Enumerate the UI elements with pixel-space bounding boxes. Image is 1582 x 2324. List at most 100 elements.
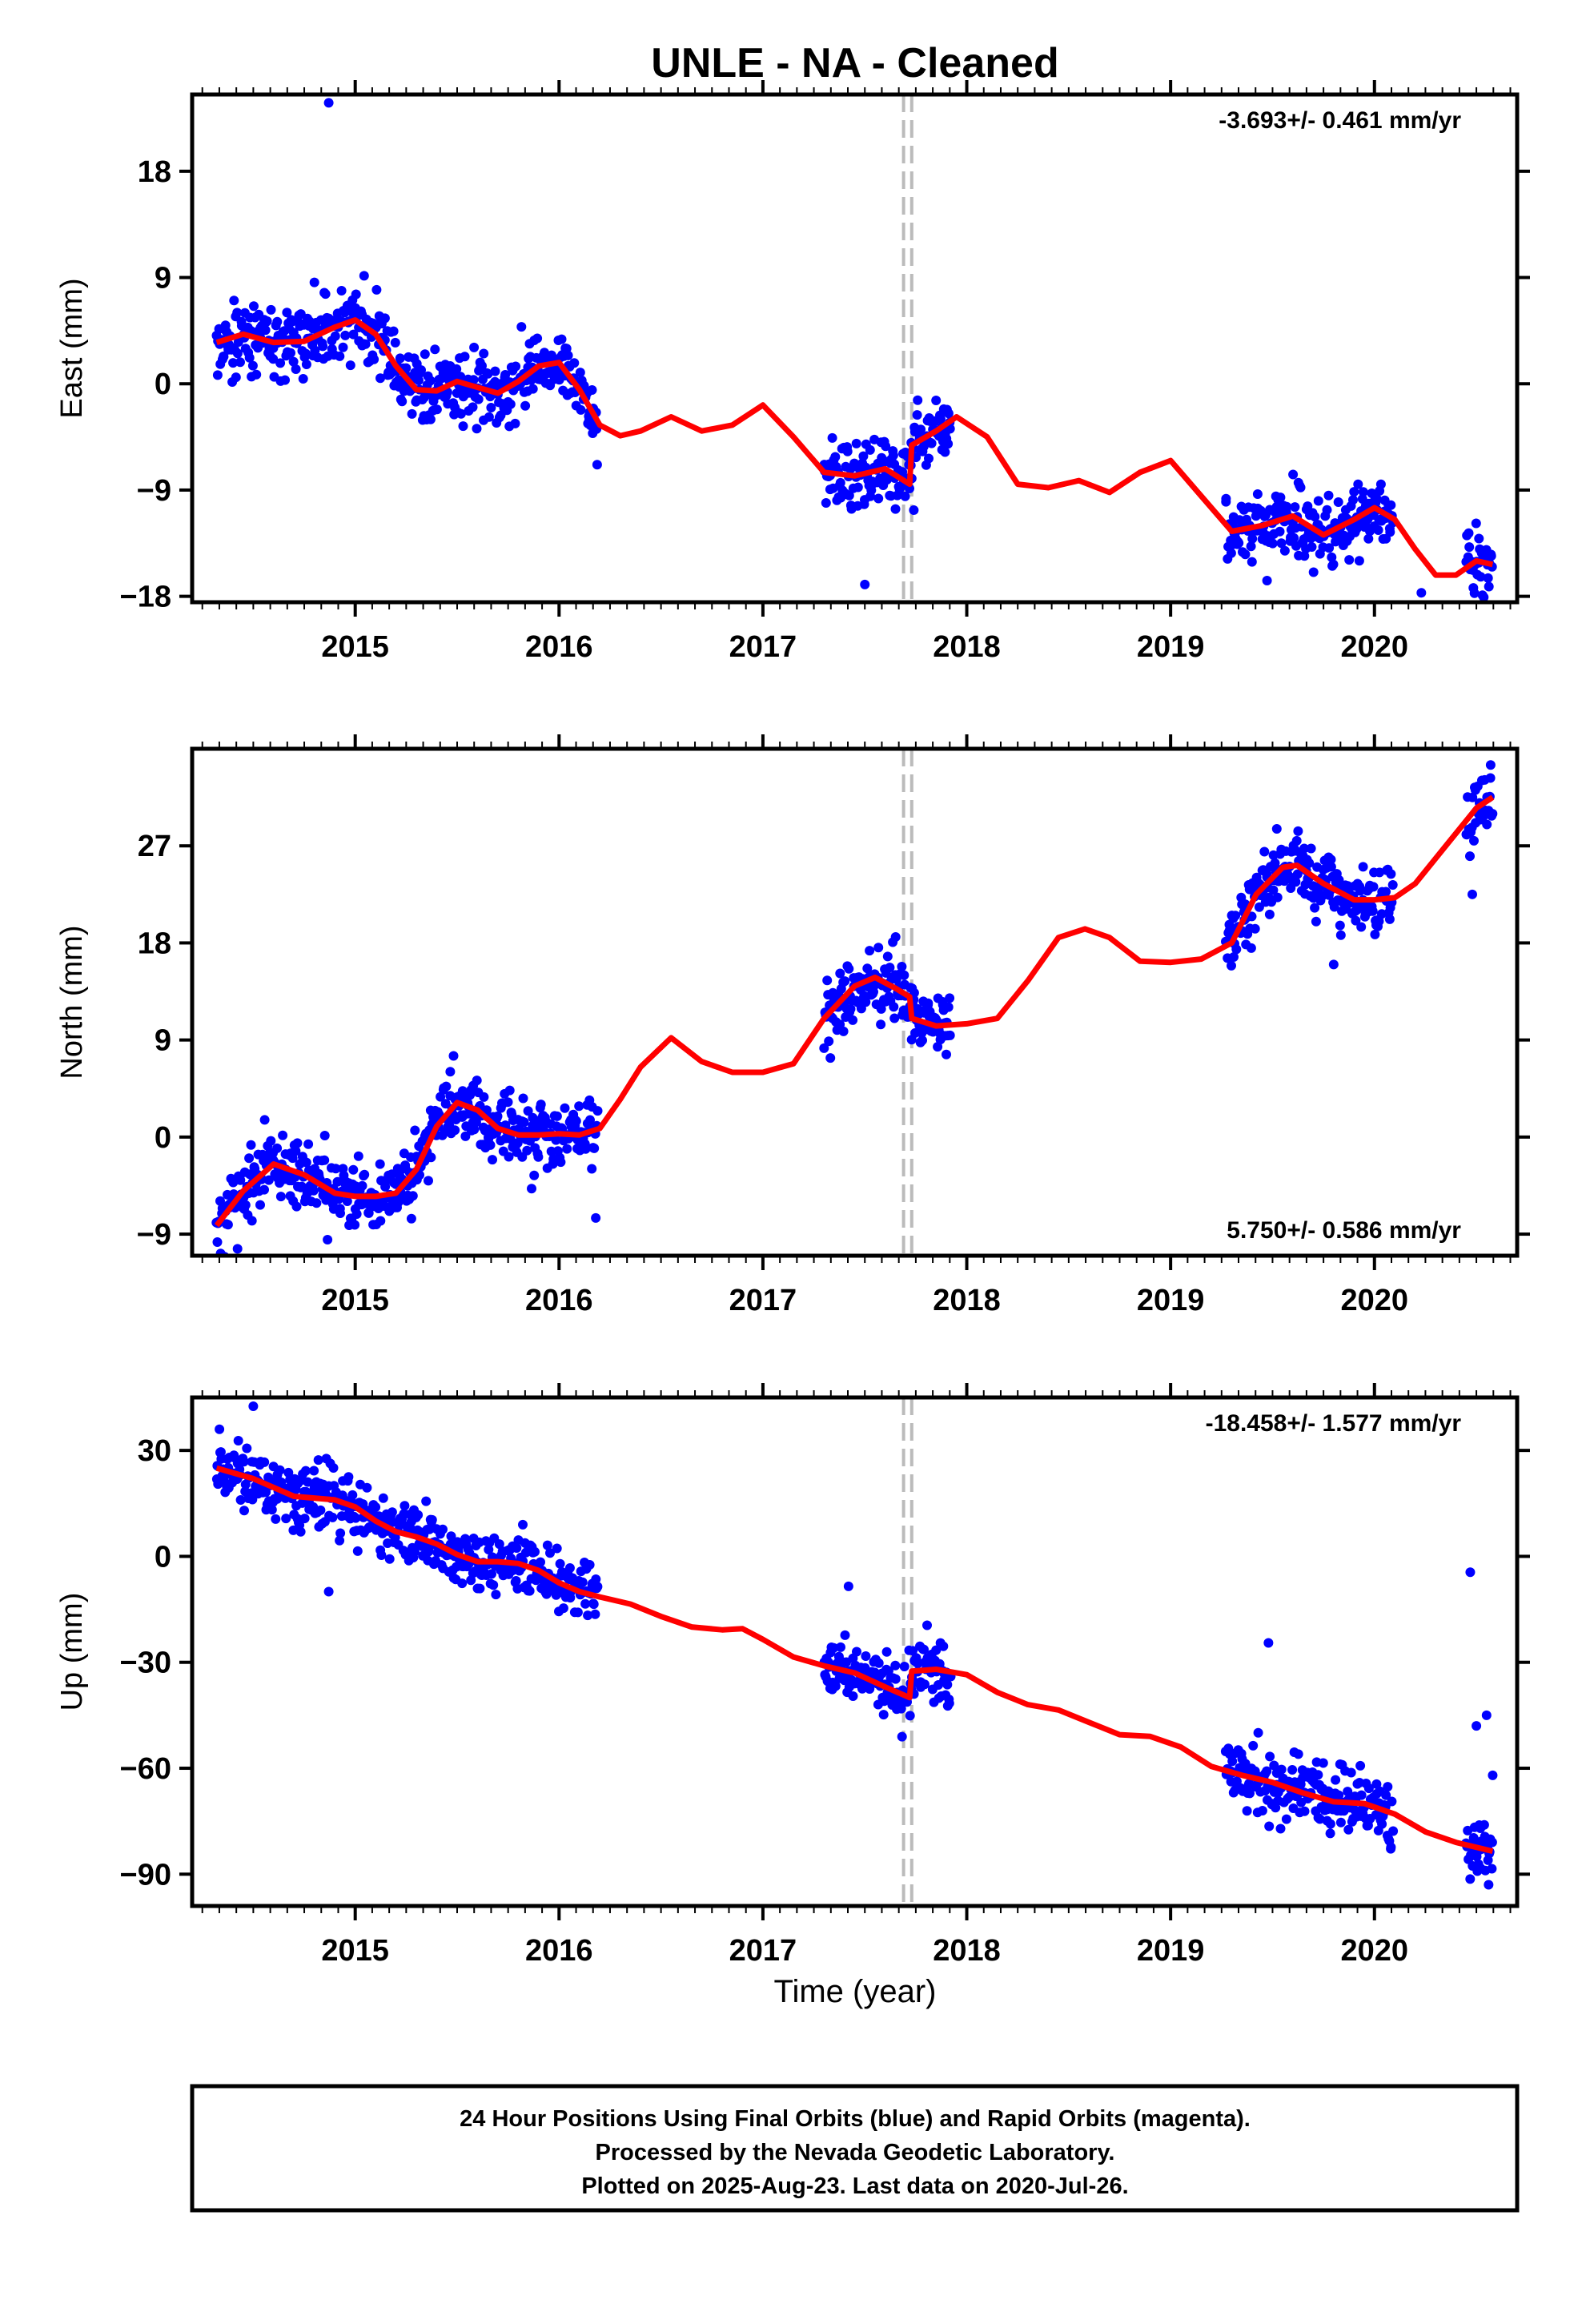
east-observation-point: [1262, 576, 1272, 585]
east-observation-point: [369, 354, 379, 364]
north-observation-point: [319, 1155, 330, 1165]
north-observation-point: [441, 1081, 452, 1092]
north-observation-point: [1358, 862, 1368, 872]
up-xtick-label: 2017: [729, 1934, 797, 1968]
up-observation-point: [275, 1465, 285, 1475]
up-observation-point: [536, 1557, 545, 1567]
east-observation-point: [247, 360, 258, 371]
east-observation-point: [1288, 469, 1299, 480]
north-observation-point: [1326, 862, 1336, 872]
north-observation-point: [1304, 858, 1315, 868]
east-observation-point: [842, 446, 853, 456]
up-observation-point: [944, 1698, 954, 1708]
north-observation-point: [587, 1164, 597, 1174]
east-observation-point: [359, 271, 369, 281]
up-observation-point: [938, 1641, 949, 1651]
north-observation-point: [923, 998, 934, 1008]
up-observation-point: [1325, 1819, 1335, 1829]
up-observation-point: [890, 1674, 901, 1684]
north-observation-point: [272, 1143, 283, 1153]
north-xtick-label: 2019: [1137, 1284, 1205, 1317]
up-outlier-point: [248, 1401, 259, 1412]
up-observation-point: [555, 1558, 565, 1569]
east-observation-point: [468, 402, 478, 412]
east-ytick-label: 0: [155, 368, 171, 401]
up-outlier-point: [1476, 1823, 1486, 1833]
up-observation-point: [1248, 1740, 1259, 1751]
north-ytick-label: 18: [138, 927, 171, 960]
up-observation-point: [1313, 1770, 1323, 1780]
up-observation-point: [242, 1443, 252, 1454]
north-observation-point: [408, 1191, 418, 1201]
east-observation-point: [924, 453, 934, 464]
east-observation-point: [1344, 555, 1355, 565]
north-observation-point: [897, 962, 907, 971]
east-xtick-label: 2015: [321, 630, 389, 664]
north-observation-point: [485, 1140, 496, 1150]
north-observation-point: [223, 1220, 233, 1230]
north-observation-point: [266, 1136, 276, 1146]
north-observation-point: [342, 1196, 352, 1206]
north-observation-point: [845, 1003, 856, 1014]
east-observation-point: [286, 348, 295, 358]
up-observation-point: [1227, 1756, 1238, 1767]
east-observation-point: [1246, 541, 1256, 552]
up-observation-point: [512, 1543, 522, 1553]
east-observation-point: [309, 277, 319, 287]
north-observation-point: [580, 1144, 591, 1154]
up-outlier-point: [843, 1581, 853, 1591]
up-observation-point: [905, 1711, 915, 1721]
east-observation-point: [888, 450, 898, 460]
east-observation-point: [520, 400, 531, 411]
east-observation-point: [336, 286, 347, 296]
up-observation-point: [590, 1609, 600, 1619]
east-observation-point: [456, 408, 466, 419]
east-observation-point: [348, 329, 359, 340]
north-outlier-point: [591, 1212, 601, 1223]
north-observation-point: [240, 1200, 251, 1210]
north-observation-point: [835, 968, 845, 979]
up-observation-point: [1253, 1727, 1263, 1738]
up-observation-point: [545, 1548, 555, 1558]
north-model-line: [214, 794, 1495, 1228]
east-observation-point: [909, 505, 919, 515]
east-observation-point: [510, 418, 520, 428]
north-observation-point: [942, 1049, 951, 1059]
east-observation-point: [592, 460, 602, 470]
north-observation-point: [523, 1106, 533, 1116]
north-observation-point: [503, 1097, 513, 1108]
east-observation-point: [943, 439, 954, 449]
north-observation-point: [1351, 915, 1361, 926]
east-observation-point: [575, 368, 585, 378]
east-observation-point: [490, 366, 500, 376]
up-observation-point: [303, 1477, 313, 1487]
north-observation-point: [1250, 923, 1260, 934]
east-observation-point: [511, 361, 521, 372]
east-observation-point: [1303, 501, 1313, 512]
up-observation-point: [1318, 1758, 1328, 1768]
north-observation-point: [1335, 930, 1346, 940]
north-observation-point: [1264, 909, 1275, 919]
up-observation-point: [1293, 1749, 1303, 1759]
north-observation-point: [556, 1157, 566, 1168]
north-observation-point: [410, 1125, 420, 1136]
north-observation-point: [945, 1030, 955, 1040]
up-observation-point: [591, 1574, 601, 1584]
east-observation-point: [1371, 494, 1382, 504]
north-observation-point: [889, 1002, 899, 1012]
north-observation-point: [469, 1124, 480, 1135]
north-observation-point: [869, 987, 878, 997]
east-observation-point: [1226, 548, 1236, 558]
up-observation-point: [215, 1447, 226, 1458]
up-observation-point: [836, 1642, 845, 1652]
up-ytick-label: −30: [120, 1647, 171, 1680]
north-observation-point: [589, 1143, 600, 1153]
north-observation-point: [890, 932, 901, 942]
up-observation-point: [588, 1599, 599, 1610]
north-observation-point: [426, 1152, 436, 1163]
east-observation-point: [516, 322, 527, 332]
up-observation-point: [309, 1466, 319, 1476]
north-observation-point: [1272, 892, 1283, 903]
up-observation-point: [1331, 1775, 1341, 1785]
north-observation-point: [1306, 843, 1316, 854]
